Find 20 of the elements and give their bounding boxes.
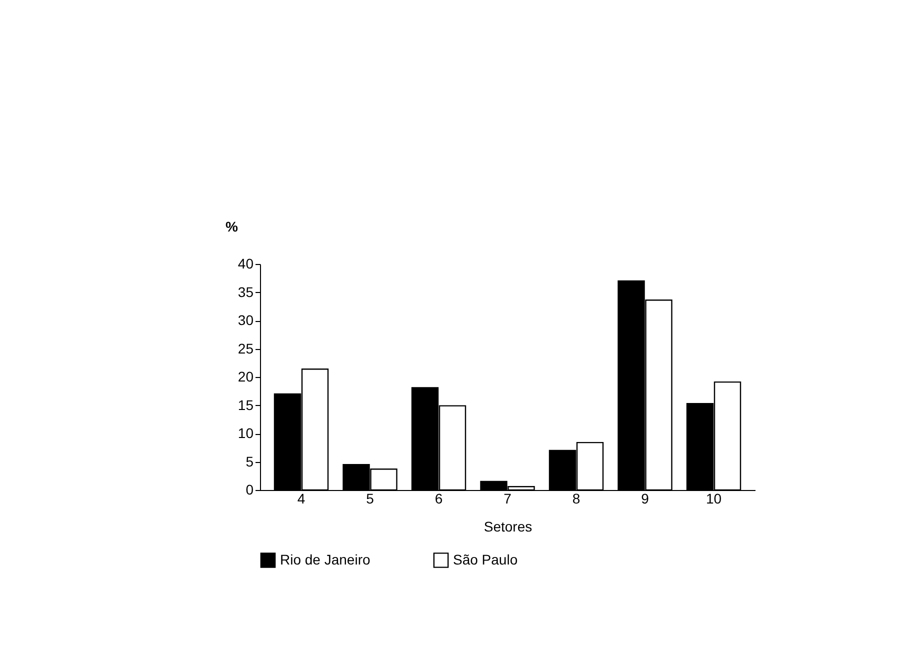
x-tick-label: 4 [297,490,306,506]
y-tick-label: 15 [238,396,254,413]
x-tick-label: 8 [572,490,580,506]
x-tick-label: 5 [366,490,374,506]
legend-label: São Paulo [453,551,518,568]
y-tick-label: 20 [238,368,254,384]
y-tick-label: 35 [238,284,254,300]
x-axis-title: Setores [484,518,532,534]
y-tick-label: 40 [238,256,254,272]
y-tick-label: 5 [246,453,254,470]
y-tick-label: 10 [238,425,254,441]
x-tick-label: 7 [504,490,512,506]
y-tick-label: 30 [238,312,254,328]
y-axis-title: % [226,218,238,234]
legend-label: Rio de Janeiro [280,551,370,568]
y-tick-label: 25 [238,340,254,356]
x-tick-label: 6 [434,490,443,506]
x-tick-label: 10 [706,490,722,506]
x-tick-label: 9 [641,490,650,506]
y-tick-label: 0 [246,482,254,498]
